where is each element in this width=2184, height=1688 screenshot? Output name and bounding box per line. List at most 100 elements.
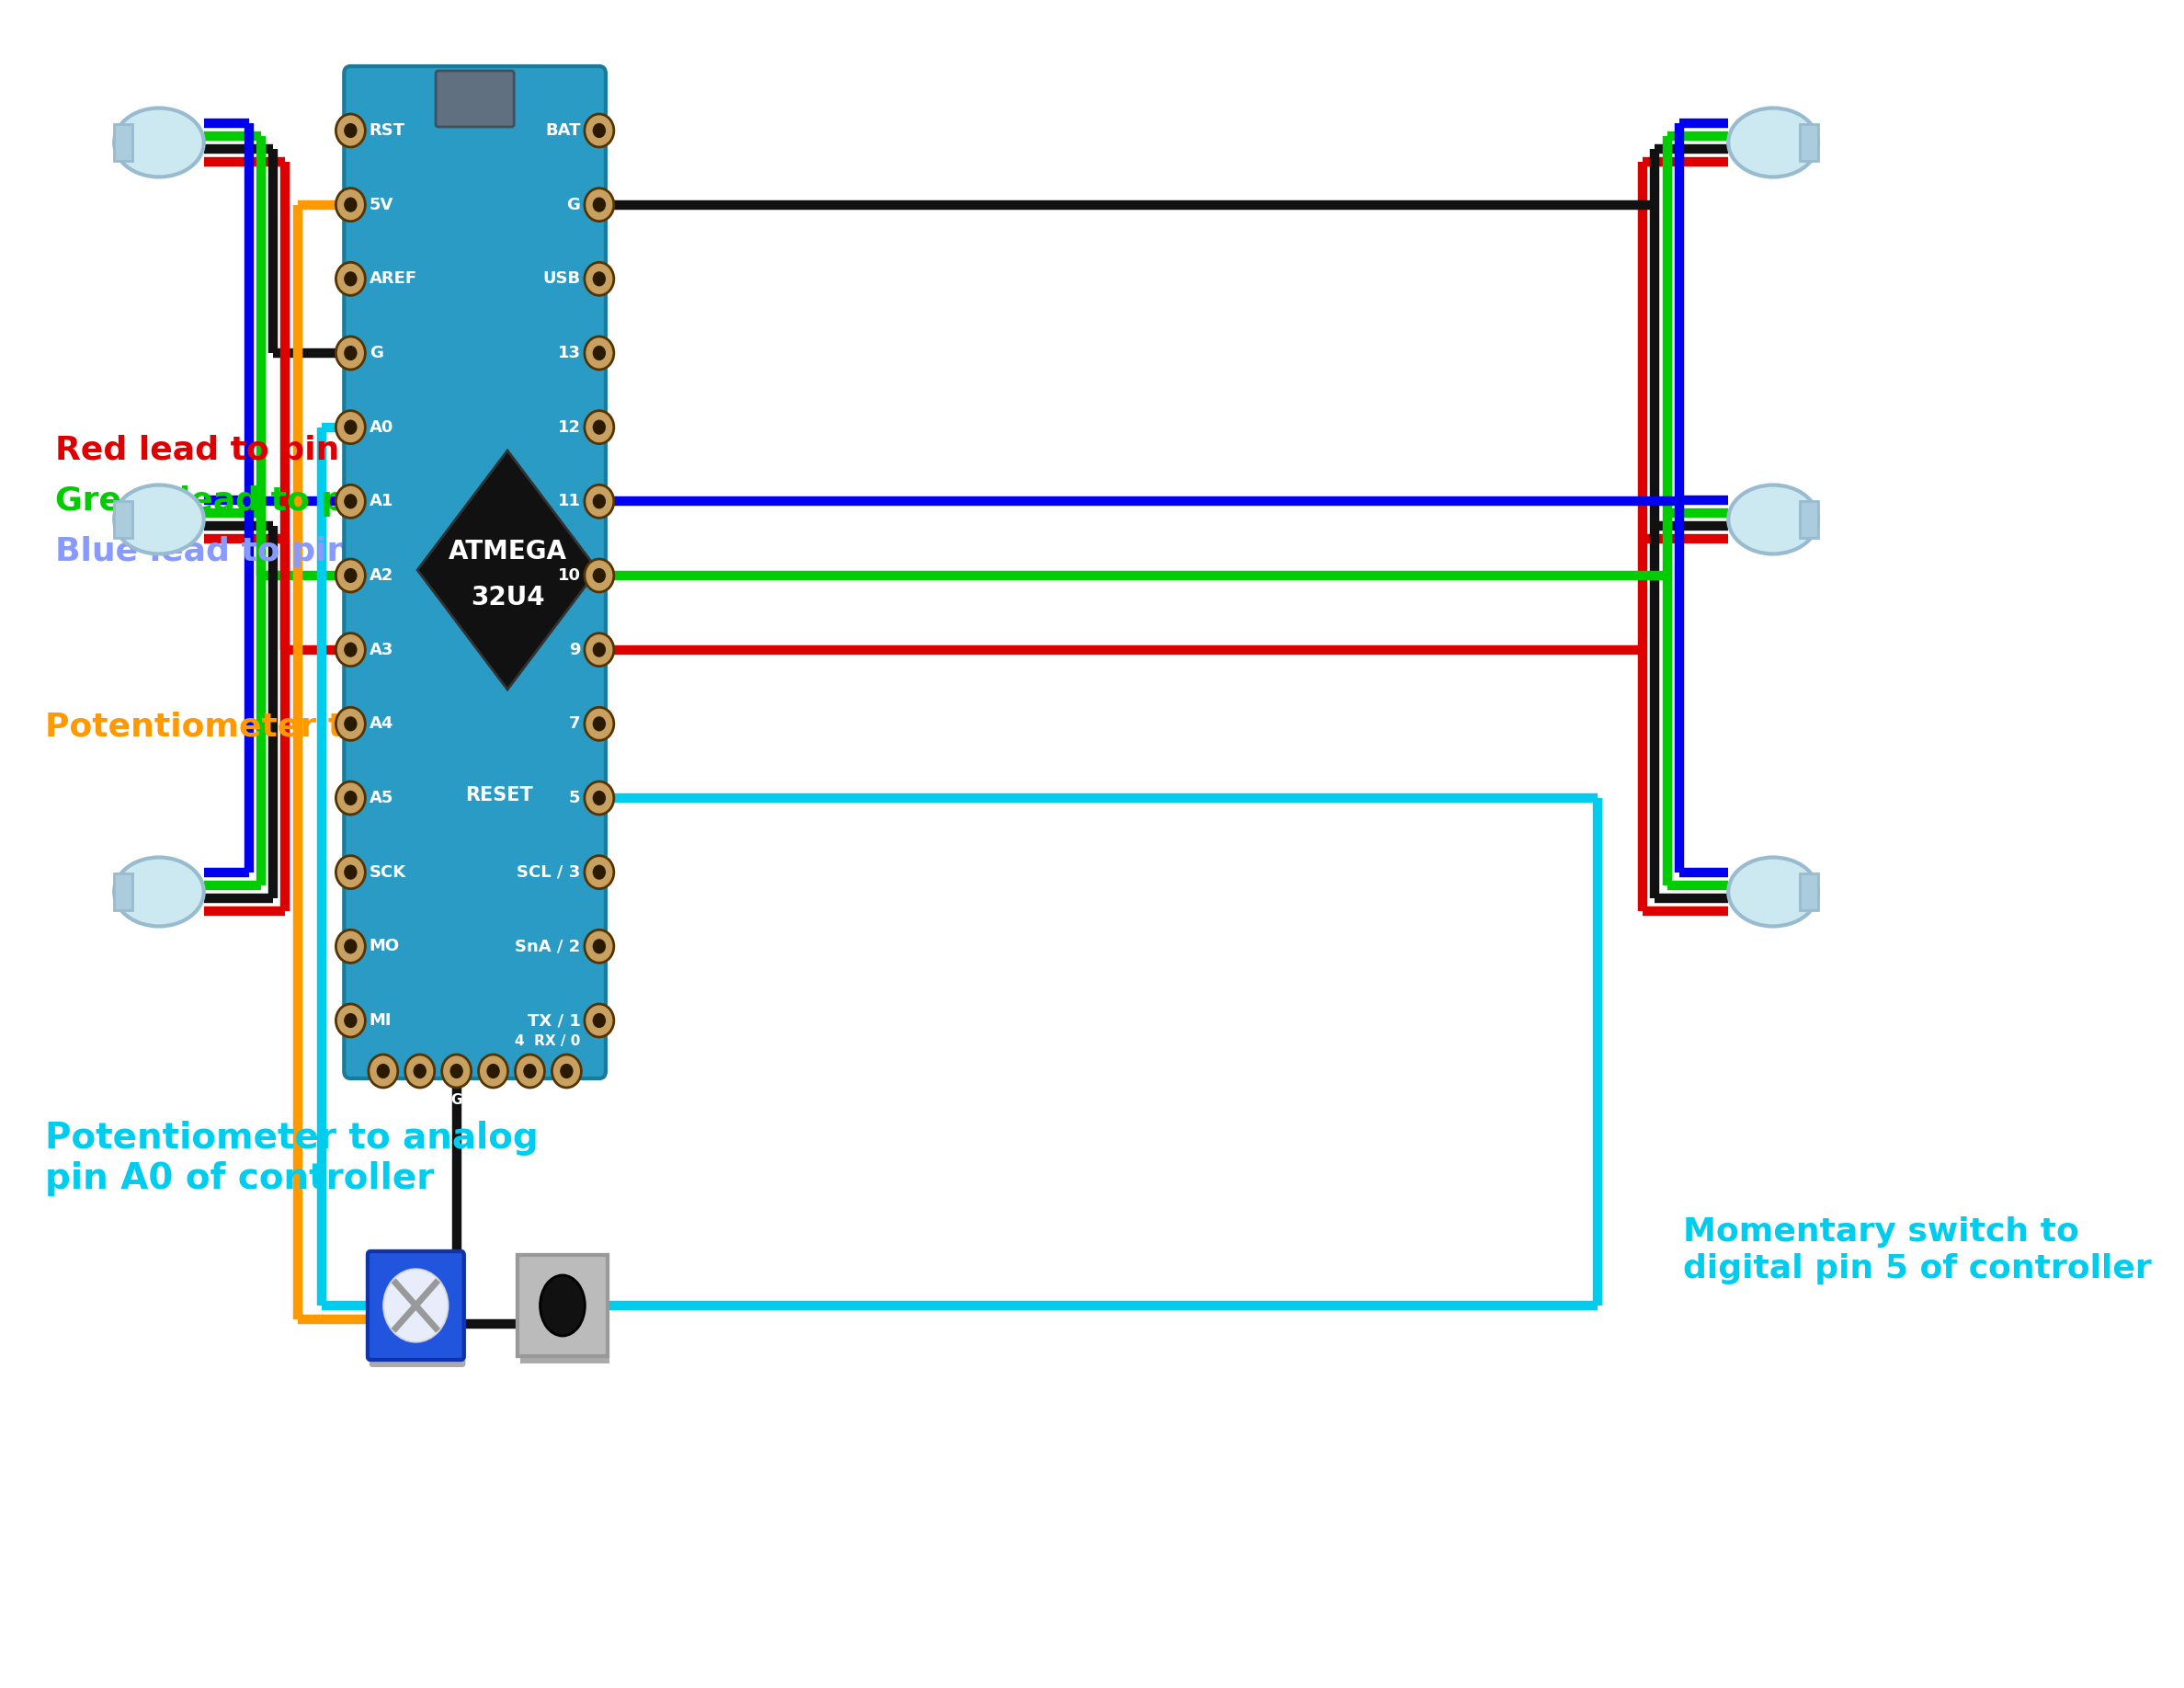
Text: A5: A5 xyxy=(369,790,393,807)
FancyBboxPatch shape xyxy=(114,125,131,160)
Circle shape xyxy=(336,707,365,741)
Text: 13: 13 xyxy=(557,344,581,361)
Text: 4  RX / 0: 4 RX / 0 xyxy=(515,1033,581,1048)
Text: G: G xyxy=(568,196,581,213)
Circle shape xyxy=(384,1269,448,1342)
Text: 10: 10 xyxy=(557,567,581,584)
Ellipse shape xyxy=(114,108,203,177)
Text: 12: 12 xyxy=(557,419,581,436)
Text: Blue lead to pin 11: Blue lead to pin 11 xyxy=(55,537,408,567)
Circle shape xyxy=(336,782,365,815)
Circle shape xyxy=(343,864,358,879)
Circle shape xyxy=(585,187,614,221)
Circle shape xyxy=(585,484,614,518)
Circle shape xyxy=(406,1055,435,1087)
Polygon shape xyxy=(417,451,598,689)
Text: SCK: SCK xyxy=(369,864,406,881)
Circle shape xyxy=(487,1063,500,1079)
Text: MO: MO xyxy=(369,939,400,955)
Circle shape xyxy=(592,716,605,731)
Text: A4: A4 xyxy=(369,716,393,733)
Circle shape xyxy=(376,1063,389,1079)
Circle shape xyxy=(336,484,365,518)
Text: 9: 9 xyxy=(570,641,581,658)
Circle shape xyxy=(343,1013,358,1028)
Text: Green lead to pin 10: Green lead to pin 10 xyxy=(55,486,439,517)
Circle shape xyxy=(592,641,605,657)
Circle shape xyxy=(343,569,358,582)
Circle shape xyxy=(336,930,365,962)
Circle shape xyxy=(336,633,365,667)
Circle shape xyxy=(343,716,358,731)
Circle shape xyxy=(585,115,614,147)
Text: En: En xyxy=(411,1094,430,1107)
Circle shape xyxy=(559,1063,572,1079)
Text: 4: 4 xyxy=(561,1094,572,1107)
FancyBboxPatch shape xyxy=(367,1251,463,1361)
Text: 8: 8 xyxy=(489,1094,498,1107)
Text: A0: A0 xyxy=(369,419,393,436)
Text: Potentiometer to analog
pin A0 of controller: Potentiometer to analog pin A0 of contro… xyxy=(46,1121,537,1197)
Circle shape xyxy=(592,123,605,138)
Text: A1: A1 xyxy=(369,493,393,510)
Circle shape xyxy=(336,410,365,444)
Circle shape xyxy=(336,559,365,592)
Circle shape xyxy=(592,1013,605,1028)
Text: G: G xyxy=(369,344,382,361)
Circle shape xyxy=(336,187,365,221)
Circle shape xyxy=(585,410,614,444)
Text: BAT: BAT xyxy=(546,122,581,138)
Circle shape xyxy=(592,939,605,954)
Circle shape xyxy=(343,641,358,657)
Circle shape xyxy=(413,1063,426,1079)
Text: RST: RST xyxy=(369,122,406,138)
Circle shape xyxy=(592,197,605,213)
Circle shape xyxy=(585,559,614,592)
Circle shape xyxy=(592,346,605,361)
Circle shape xyxy=(343,346,358,361)
Circle shape xyxy=(343,272,358,287)
Circle shape xyxy=(585,336,614,370)
FancyBboxPatch shape xyxy=(345,66,605,1079)
Circle shape xyxy=(369,1055,397,1087)
Circle shape xyxy=(585,856,614,890)
Circle shape xyxy=(585,633,614,667)
Text: Momentary switch to
digital pin 5 of controller: Momentary switch to digital pin 5 of con… xyxy=(1684,1217,2151,1285)
FancyBboxPatch shape xyxy=(369,1259,465,1367)
FancyBboxPatch shape xyxy=(114,501,131,538)
FancyBboxPatch shape xyxy=(1800,873,1817,910)
Circle shape xyxy=(336,115,365,147)
Circle shape xyxy=(478,1055,509,1087)
Circle shape xyxy=(441,1055,472,1087)
FancyBboxPatch shape xyxy=(518,1254,607,1355)
Ellipse shape xyxy=(539,1274,585,1335)
Text: Potentiometer to 5V VCC: Potentiometer to 5V VCC xyxy=(46,711,513,743)
Circle shape xyxy=(336,856,365,890)
Ellipse shape xyxy=(114,484,203,554)
FancyBboxPatch shape xyxy=(1800,501,1817,538)
Circle shape xyxy=(524,1063,537,1079)
Text: 5: 5 xyxy=(570,790,581,807)
Circle shape xyxy=(585,782,614,815)
Text: SnA / 2: SnA / 2 xyxy=(515,939,581,955)
Text: 6: 6 xyxy=(524,1094,535,1107)
Circle shape xyxy=(343,790,358,805)
Circle shape xyxy=(343,197,358,213)
Circle shape xyxy=(592,272,605,287)
Circle shape xyxy=(515,1055,544,1087)
Text: 5V: 5V xyxy=(369,196,393,213)
FancyBboxPatch shape xyxy=(520,1263,609,1364)
Circle shape xyxy=(553,1055,581,1087)
Circle shape xyxy=(585,1004,614,1036)
FancyBboxPatch shape xyxy=(437,71,513,127)
Circle shape xyxy=(592,495,605,508)
Circle shape xyxy=(592,790,605,805)
Circle shape xyxy=(336,1004,365,1036)
Circle shape xyxy=(343,939,358,954)
Text: RESET: RESET xyxy=(465,787,533,805)
Text: AREF: AREF xyxy=(369,270,417,287)
Text: 11: 11 xyxy=(557,493,581,510)
FancyBboxPatch shape xyxy=(114,873,131,910)
Circle shape xyxy=(343,420,358,434)
Ellipse shape xyxy=(114,858,203,927)
